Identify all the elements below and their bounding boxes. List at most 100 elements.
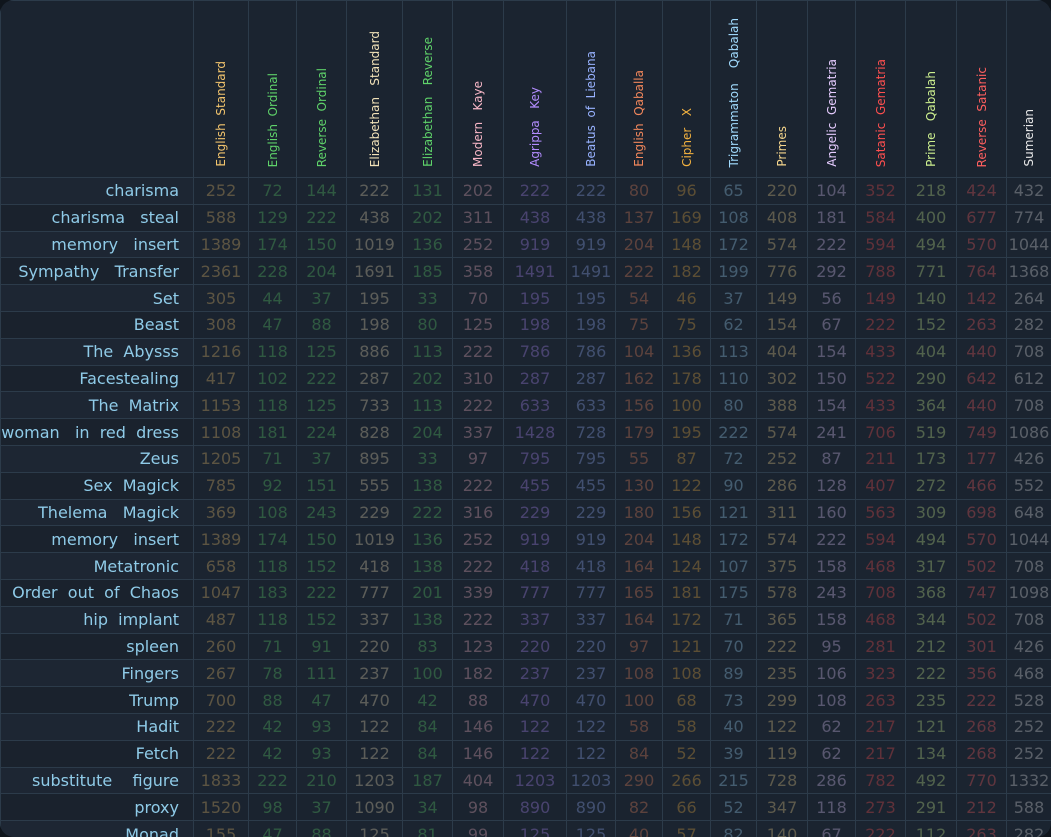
value-cell: 407 (855, 471, 906, 500)
value-cell: 125 (503, 820, 567, 837)
value-cell: 121 (662, 632, 711, 661)
value-cell: 178 (662, 364, 711, 393)
value-cell: 648 (1006, 498, 1051, 527)
value-cell: 795 (503, 444, 567, 473)
value-cell: 57 (662, 820, 711, 837)
value-cell: 786 (566, 337, 616, 366)
value-cell: 222 (296, 203, 347, 232)
value-cell: 584 (855, 203, 906, 232)
value-cell: 1491 (566, 257, 616, 286)
table-row: Fingers 267 78 111 237 100 182 237 237 108 108 89 23… (0, 659, 1051, 688)
value-cell: 154 (807, 337, 856, 366)
value-cell: 470 (346, 686, 403, 714)
value-cell: 286 (807, 766, 856, 795)
value-cell: 122 (346, 739, 403, 768)
row-label: Fetch (0, 739, 194, 768)
value-cell: 102 (248, 364, 297, 393)
value-cell: 62 (807, 712, 856, 741)
value-cell: 771 (905, 257, 957, 286)
value-cell: 263 (956, 310, 1007, 339)
value-cell: 365 (756, 605, 808, 634)
value-cell: 301 (956, 632, 1007, 661)
value-cell: 164 (615, 552, 663, 580)
table-row: Order out of Chaos 1047 183 222 777 201 339 777… (0, 578, 1051, 607)
value-cell: 438 (566, 203, 616, 232)
value-cell: 222 (807, 525, 856, 554)
column-header-text: Satanic Gematria (873, 58, 888, 167)
table-row: Facestealing 417 102 222 287 202 310 287 287 162 1… (0, 364, 1051, 393)
value-cell: 708 (855, 578, 906, 607)
value-cell: 222 (905, 659, 957, 688)
value-cell: 118 (807, 793, 856, 822)
value-cell: 68 (662, 686, 711, 714)
value-cell: 136 (402, 230, 453, 259)
value-cell: 1368 (1006, 257, 1051, 286)
value-cell: 299 (756, 686, 808, 714)
value-cell: 404 (905, 337, 957, 366)
value-cell: 492 (905, 766, 957, 795)
value-cell: 97 (452, 444, 504, 473)
value-cell: 287 (503, 364, 567, 393)
value-cell: 125 (452, 310, 504, 339)
value-cell: 55 (615, 444, 663, 473)
value-cell: 252 (1006, 712, 1051, 741)
row-label: Beast (0, 310, 194, 339)
value-cell: 172 (662, 605, 711, 634)
value-cell: 468 (855, 605, 906, 634)
row-label: Thelema Magick (0, 498, 194, 527)
value-cell: 169 (662, 203, 711, 232)
table-row: Sex Magick 785 92 151 555 138 222 455 455 130 122 9… (0, 471, 1051, 500)
value-cell: 263 (855, 686, 906, 714)
value-cell: 347 (756, 793, 808, 822)
value-cell: 1203 (346, 766, 403, 795)
value-cell: 268 (956, 712, 1007, 741)
row-label: Hadit (0, 712, 194, 741)
value-cell: 1491 (503, 257, 567, 286)
value-cell: 84 (402, 739, 453, 768)
value-cell: 1428 (503, 418, 567, 446)
value-cell: 323 (855, 659, 906, 688)
value-cell: 1047 (193, 578, 249, 607)
value-cell: 72 (248, 177, 297, 205)
value-cell: 195 (346, 284, 403, 312)
value-cell: 37 (296, 284, 347, 312)
value-cell: 455 (503, 471, 567, 500)
table-row: Metatronic 658 118 152 418 138 222 418 418 164 124… (0, 552, 1051, 580)
value-cell: 58 (615, 712, 663, 741)
value-cell: 1833 (193, 766, 249, 795)
value-cell: 33 (402, 444, 453, 473)
value-cell: 417 (193, 364, 249, 393)
value-cell: 42 (402, 686, 453, 714)
value-cell: 89 (710, 659, 757, 688)
value-cell: 2361 (193, 257, 249, 286)
value-cell: 522 (855, 364, 906, 393)
table-row: Sympathy Transfer 2361 228 204 1691 185 358 149… (0, 257, 1051, 286)
value-cell: 919 (566, 525, 616, 554)
column-header: Angelic Gematria (807, 0, 856, 178)
value-cell: 311 (756, 498, 808, 527)
value-cell: 187 (402, 766, 453, 795)
value-cell: 144 (296, 177, 347, 205)
value-cell: 156 (662, 498, 711, 527)
value-cell: 202 (452, 177, 504, 205)
value-cell: 1090 (346, 793, 403, 822)
column-header: Reverse Ordinal (296, 0, 347, 178)
value-cell: 290 (615, 766, 663, 795)
value-cell: 104 (807, 177, 856, 205)
value-cell: 317 (905, 552, 957, 580)
value-cell: 440 (956, 337, 1007, 366)
value-cell: 92 (248, 471, 297, 500)
value-cell: 183 (248, 578, 297, 607)
table-row: Monad 155 47 88 125 81 99 125 125 40 57 82 140 67 222 1… (0, 820, 1051, 837)
value-cell: 149 (756, 284, 808, 312)
value-cell: 173 (905, 444, 957, 473)
value-cell: 1389 (193, 230, 249, 259)
value-cell: 222 (452, 391, 504, 420)
value-cell: 316 (452, 498, 504, 527)
value-cell: 777 (503, 578, 567, 607)
value-cell: 110 (710, 364, 757, 393)
value-cell: 1332 (1006, 766, 1051, 795)
column-header-text: Beatus of Liebana (584, 51, 598, 167)
value-cell: 222 (452, 471, 504, 500)
value-cell: 80 (710, 391, 757, 420)
